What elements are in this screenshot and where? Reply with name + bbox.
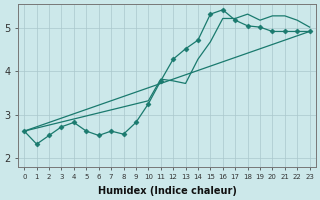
X-axis label: Humidex (Indice chaleur): Humidex (Indice chaleur) xyxy=(98,186,236,196)
